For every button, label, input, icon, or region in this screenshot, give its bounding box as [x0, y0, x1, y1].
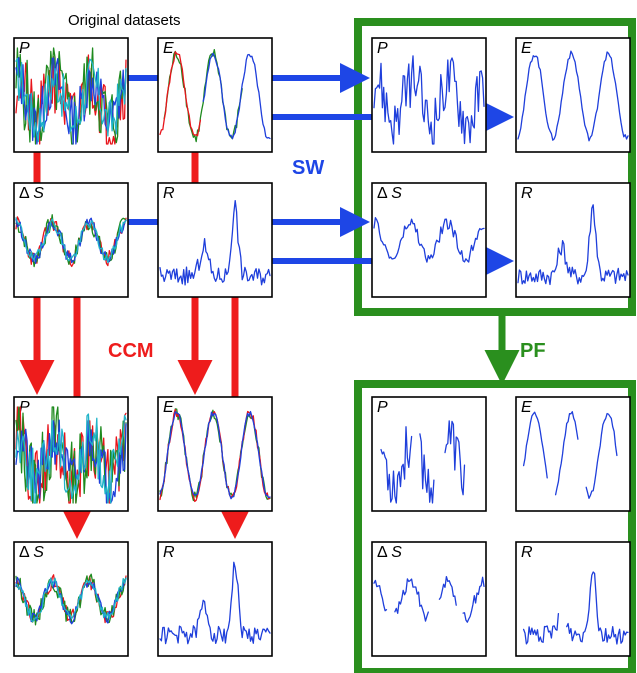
panel-frame — [515, 182, 631, 298]
panel-label: Δ S — [377, 544, 402, 561]
panel-pf-r: R — [515, 541, 631, 657]
panel-label: E — [163, 399, 174, 416]
variable-symbol: S — [391, 544, 402, 561]
variable-symbol: S — [391, 185, 402, 202]
series-trace — [159, 410, 271, 500]
panel-label: Δ S — [377, 185, 402, 202]
panel-pf-p: P — [371, 396, 487, 512]
ccm-label: CCM — [108, 340, 154, 362]
sw-group-frame — [354, 18, 636, 316]
series-trace — [159, 51, 202, 137]
panel-label: P — [19, 40, 30, 57]
series-trace — [373, 575, 485, 623]
series-trace — [15, 413, 127, 504]
series-trace — [15, 57, 127, 143]
variable-symbol: P — [377, 40, 388, 57]
panel-orig-e: E — [157, 37, 273, 153]
panel-frame — [13, 541, 129, 657]
delta-symbol: Δ — [377, 185, 391, 202]
panel-pf-ds: Δ S — [371, 541, 487, 657]
panel-label: R — [163, 544, 175, 561]
panel-frame — [371, 182, 487, 298]
panel-frame — [371, 37, 487, 153]
series-trace — [159, 199, 271, 286]
variable-symbol: E — [521, 40, 532, 57]
series-trace — [15, 576, 127, 625]
variable-symbol: R — [163, 185, 175, 202]
panel-ccm-p: P — [13, 396, 129, 512]
pf-label: PF — [520, 340, 546, 362]
panel-label: E — [521, 399, 532, 416]
panel-label: P — [19, 399, 30, 416]
variable-symbol: R — [163, 544, 175, 561]
series-trace — [522, 411, 618, 499]
series-trace — [202, 52, 271, 140]
series-trace — [15, 47, 127, 145]
variable-symbol: E — [163, 399, 174, 416]
delta-symbol: Δ — [19, 544, 33, 561]
series-trace — [15, 577, 127, 623]
panel-ccm-ds: Δ S — [13, 541, 129, 657]
series-trace — [517, 204, 629, 286]
panel-label: E — [521, 40, 532, 57]
variable-symbol: S — [33, 544, 44, 561]
panel-sw-p: P — [371, 37, 487, 153]
variable-symbol: S — [33, 185, 44, 202]
panel-label: Δ S — [19, 544, 44, 561]
panel-label: E — [163, 40, 174, 57]
series-trace — [15, 217, 127, 264]
panel-frame — [13, 182, 129, 298]
variable-symbol: R — [521, 185, 533, 202]
delta-symbol: Δ — [19, 185, 33, 202]
original-datasets-heading: Original datasets — [68, 12, 181, 29]
delta-symbol: Δ — [377, 544, 391, 561]
panel-label: P — [377, 40, 388, 57]
panel-orig-r: R — [157, 182, 273, 298]
series-trace — [517, 50, 629, 142]
sw-label: SW — [292, 157, 324, 179]
variable-symbol: P — [377, 399, 388, 416]
series-trace — [159, 561, 271, 645]
panel-orig-ds: Δ S — [13, 182, 129, 298]
panel-orig-p: P — [13, 37, 129, 153]
panel-label: R — [521, 544, 533, 561]
variable-symbol: P — [19, 40, 30, 57]
series-trace — [522, 571, 629, 645]
panel-ccm-r: R — [157, 541, 273, 657]
series-trace — [373, 55, 485, 145]
variable-symbol: R — [521, 544, 533, 561]
variable-symbol: E — [521, 399, 532, 416]
variable-symbol: E — [163, 40, 174, 57]
series-trace — [380, 420, 466, 504]
panel-label: P — [377, 399, 388, 416]
variable-symbol: P — [19, 399, 30, 416]
panel-sw-e: E — [515, 37, 631, 153]
panel-label: R — [163, 185, 175, 202]
panel-label: Δ S — [19, 185, 44, 202]
panel-label: R — [521, 185, 533, 202]
panel-frame — [371, 541, 487, 657]
panel-ccm-e: E — [157, 396, 273, 512]
panel-sw-r: R — [515, 182, 631, 298]
panel-sw-ds: Δ S — [371, 182, 487, 298]
panel-pf-e: E — [515, 396, 631, 512]
series-trace — [373, 217, 485, 263]
